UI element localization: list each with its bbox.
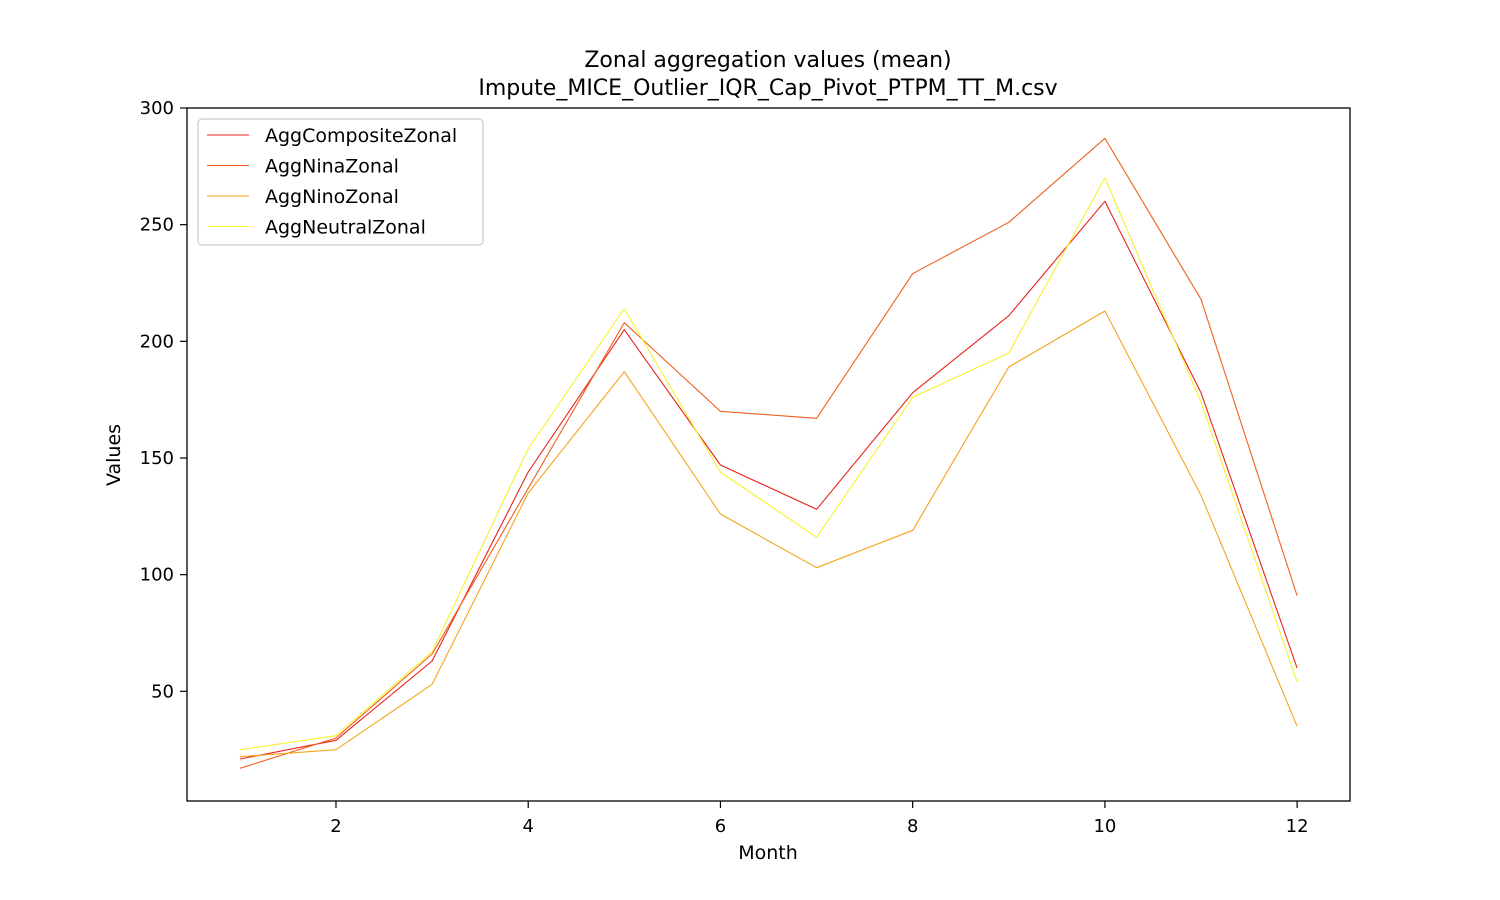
- x-axis-label: Month: [738, 842, 798, 864]
- y-tick-label: 50: [151, 681, 174, 702]
- y-tick-label: 200: [140, 331, 174, 352]
- x-tick-label: 8: [907, 816, 918, 837]
- x-tick-label: 2: [330, 816, 341, 837]
- y-tick-label: 150: [140, 448, 174, 469]
- x-tick-label: 4: [522, 816, 533, 837]
- y-axis-label: Values: [103, 424, 125, 486]
- series-lines: [239, 137, 1298, 769]
- chart-title: Zonal aggregation values (mean): [584, 48, 951, 73]
- legend: AggCompositeZonal AggNinaZonal AggNinoZona…: [197, 118, 484, 246]
- legend-label: AggNinaZonal: [265, 156, 399, 178]
- x-tick-label: 12: [1286, 816, 1309, 837]
- y-tick-label: 250: [140, 215, 174, 236]
- series-line-AggNinoZonal: [239, 310, 1298, 758]
- x-tick-label: 10: [1093, 816, 1116, 837]
- legend-label: AggNeutralZonal: [265, 217, 426, 239]
- series-line-AggNeutralZonal: [239, 177, 1298, 751]
- x-axis: 2 4 6 8 10 12: [330, 801, 1309, 837]
- y-tick-label: 300: [140, 98, 174, 119]
- plot-area: [186, 107, 1351, 802]
- x-tick-label: 6: [715, 816, 726, 837]
- y-tick-label: 100: [140, 565, 174, 586]
- legend-box: [197, 118, 484, 246]
- legend-label: AggNinoZonal: [265, 186, 399, 208]
- series-line-AggCompositeZonal: [239, 200, 1298, 760]
- y-axis: 50 100 150 200 250 300: [140, 98, 187, 702]
- series-line-AggNinaZonal: [239, 137, 1298, 769]
- chart-subtitle: Impute_MICE_Outlier_IQR_Cap_Pivot_PTPM_T…: [478, 76, 1057, 101]
- legend-label: AggCompositeZonal: [265, 125, 457, 147]
